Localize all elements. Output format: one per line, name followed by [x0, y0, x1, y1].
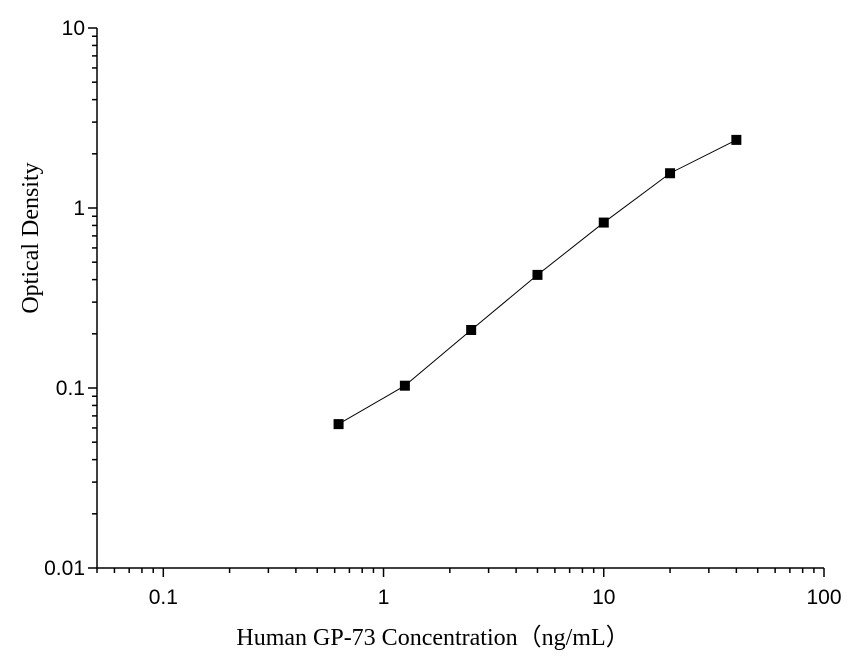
y-tick-label: 10 — [62, 17, 85, 40]
y-tick-label: 0.1 — [56, 377, 85, 400]
y-ticks: 0.01 0.1 1 10 — [44, 17, 97, 580]
x-tick-label: 1 — [378, 586, 390, 609]
data-point — [665, 168, 676, 179]
data-point — [333, 419, 344, 430]
x-tick-label: 100 — [806, 586, 841, 609]
x-axis-title: Human GP-73 Concentration（ng/mL） — [236, 625, 629, 651]
x-tick-label: 0.1 — [149, 586, 178, 609]
axes — [96, 28, 824, 569]
series-line — [338, 139, 737, 425]
data-point — [731, 134, 742, 145]
series-layer — [333, 134, 742, 430]
y-tick-label: 1 — [73, 197, 85, 220]
x-tick-label: 10 — [592, 586, 615, 609]
y-tick-label: 0.01 — [44, 557, 85, 580]
data-point — [532, 269, 543, 280]
data-point — [399, 380, 410, 391]
y-axis-title: Optical Density — [18, 162, 44, 313]
data-point — [466, 325, 477, 336]
x-ticks: 0.1 1 10 100 — [96, 568, 842, 609]
data-point — [598, 217, 609, 228]
